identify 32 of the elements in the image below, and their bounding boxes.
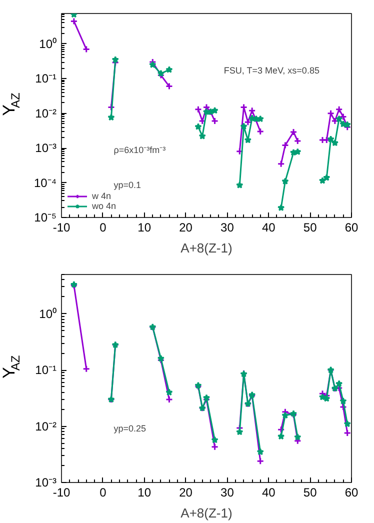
annotation: yp=0.1 <box>114 180 141 190</box>
x-tick-label: 0 <box>100 486 107 500</box>
x-tick-label: 10 <box>138 220 152 234</box>
x-tick-label: 50 <box>303 486 318 500</box>
y-tick-label: 10⁻³ <box>35 141 57 156</box>
x-tick-label: 50 <box>303 220 318 234</box>
x-tick-label: 10 <box>138 486 152 500</box>
y-tick-label: 10⁻¹ <box>35 363 57 378</box>
x-tick-label: 0 <box>100 220 107 234</box>
y-tick-label: 10⁻¹ <box>35 72 57 86</box>
annotation: FSU, T=3 MeV, xs=0.85 <box>224 66 320 76</box>
x-tick-label: 60 <box>344 486 358 500</box>
y-tick-label: 10⁰ <box>39 306 57 321</box>
y-tick-label: 10⁰ <box>39 36 57 51</box>
y-tick-label: 10⁻⁴ <box>34 176 57 190</box>
y-axis-title: YAZ <box>0 92 22 116</box>
x-tick-label: 40 <box>262 486 276 500</box>
x-tick-label: 30 <box>220 220 234 234</box>
x-tick-label: 60 <box>344 220 358 234</box>
y-axis-title: YAZ <box>0 355 22 378</box>
annotation: ρ=6x10⁻³fm⁻³ <box>114 145 166 156</box>
y-tick-label: 10⁻² <box>35 106 57 120</box>
x-axis-title: A+8(Z-1) <box>180 240 232 256</box>
legend-label: w 4n <box>92 191 112 201</box>
x-tick-label: 30 <box>220 486 234 500</box>
annotation: yp=0.25 <box>114 423 146 434</box>
x-tick-label: 40 <box>262 220 276 234</box>
x-tick-label: 20 <box>179 220 193 234</box>
legend-label: wo 4n <box>92 201 116 211</box>
y-tick-label: 10⁻² <box>35 419 57 434</box>
x-axis-title: A+8(Z-1) <box>180 506 232 520</box>
x-tick-label: 20 <box>179 486 193 500</box>
